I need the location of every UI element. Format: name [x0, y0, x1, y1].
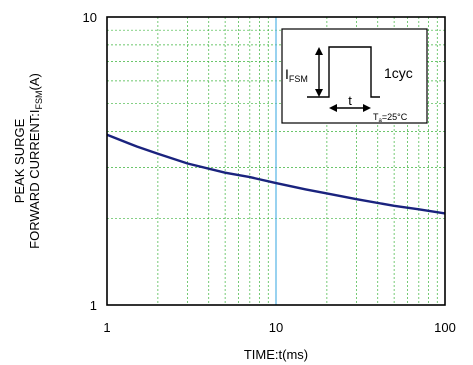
- y-axis-label: PEAK SURGE FORWARD CURRENT:IFSM(A): [12, 73, 44, 249]
- x-tick-label: 10: [269, 320, 283, 335]
- y-axis-label-line2: FORWARD CURRENT:IFSM(A): [27, 73, 44, 249]
- ifsm-arrow-head-down: [315, 89, 323, 97]
- series-line: [106, 133, 446, 215]
- t-label: t: [348, 93, 352, 108]
- y-tick-labels: 1 10: [83, 10, 97, 313]
- ifsm-arrow-head-up: [315, 47, 323, 55]
- x-tick-label: 1: [103, 320, 110, 335]
- y-axis-label-line1: PEAK SURGE: [12, 118, 27, 203]
- cycle-label: 1cyc: [384, 65, 413, 81]
- x-tick-labels: 1 10 100: [103, 320, 455, 335]
- t-arrow-head-right: [363, 104, 371, 112]
- ifsm-label: IFSM: [285, 66, 308, 84]
- ta-label: Ta=25°C: [373, 112, 408, 124]
- y-tick-label: 10: [83, 10, 97, 25]
- pulse-waveform: [307, 46, 380, 98]
- x-axis-label: TIME:t(ms): [244, 347, 308, 362]
- y-tick-label: 1: [90, 298, 97, 313]
- t-arrow-head-left: [329, 104, 337, 112]
- x-tick-label: 100: [434, 320, 456, 335]
- inset-waveform: IFSM t 1cyc Ta=25°C: [281, 28, 428, 124]
- plot-frame: [106, 16, 446, 306]
